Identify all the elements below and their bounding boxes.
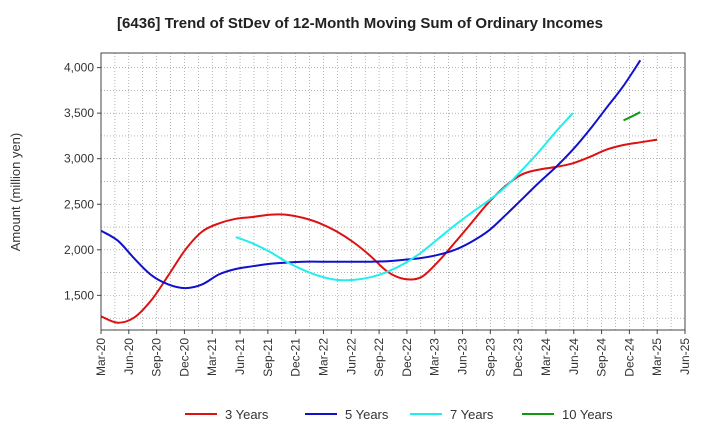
x-tick-label: Jun-20 — [122, 338, 136, 375]
y-axis-label: Amount (million yen) — [8, 133, 23, 252]
x-tick-label: Sep-24 — [595, 338, 609, 377]
legend-label: 5 Years — [345, 407, 389, 422]
x-tick-label: Mar-22 — [316, 338, 330, 376]
y-tick-label: 3,000 — [64, 152, 94, 166]
series-lines — [100, 59, 658, 324]
x-tick-label: Sep-23 — [483, 338, 497, 377]
x-ticks: Mar-20 Jun-20 Sep-20 Dec-20 Mar-21 Jun-21 Sep-… — [94, 330, 692, 377]
y-tick-label: 2,500 — [64, 197, 94, 211]
x-tick-label: Jun-21 — [233, 338, 247, 375]
plot-frame — [100, 52, 686, 331]
x-tick-label: Dec-24 — [622, 338, 636, 377]
series-line-7-years — [235, 112, 574, 282]
x-tick-label: Sep-21 — [261, 338, 275, 377]
x-tick-label: Jun-25 — [678, 338, 692, 375]
x-tick-label: Sep-20 — [150, 338, 164, 377]
x-tick-label: Jun-23 — [456, 338, 470, 375]
x-tick-label: Jun-22 — [344, 338, 358, 375]
series-line-5-years — [100, 59, 642, 290]
x-tick-label: Mar-20 — [94, 338, 108, 376]
y-ticks: 1,500 2,000 2,500 3,000 3,500 4,000 — [64, 61, 101, 302]
y-tick-label: 2,000 — [64, 243, 94, 257]
chart-title: [6436] Trend of StDev of 12-Month Moving… — [117, 15, 603, 32]
x-tick-label: Dec-23 — [511, 338, 525, 377]
x-tick-label: Mar-21 — [205, 338, 219, 376]
y-tick-label: 3,500 — [64, 106, 94, 120]
x-tick-label: Sep-22 — [372, 338, 386, 377]
legend: 3 Years 5 Years 7 Years 10 Years — [185, 407, 613, 422]
grid — [100, 53, 686, 330]
x-tick-label: Dec-22 — [400, 338, 414, 377]
legend-label: 10 Years — [562, 407, 613, 422]
x-tick-label: Mar-24 — [539, 338, 553, 376]
y-tick-label: 1,500 — [64, 288, 94, 302]
x-tick-label: Mar-23 — [428, 338, 442, 376]
legend-label: 7 Years — [450, 407, 494, 422]
x-tick-label: Jun-24 — [567, 338, 581, 375]
x-tick-label: Dec-21 — [289, 338, 303, 377]
series-line-10-years — [623, 111, 641, 122]
series-line-3-years — [100, 138, 658, 324]
x-tick-label: Dec-20 — [177, 338, 191, 377]
x-tick-label: Mar-25 — [650, 338, 664, 376]
y-tick-label: 4,000 — [64, 61, 94, 75]
legend-label: 3 Years — [225, 407, 269, 422]
